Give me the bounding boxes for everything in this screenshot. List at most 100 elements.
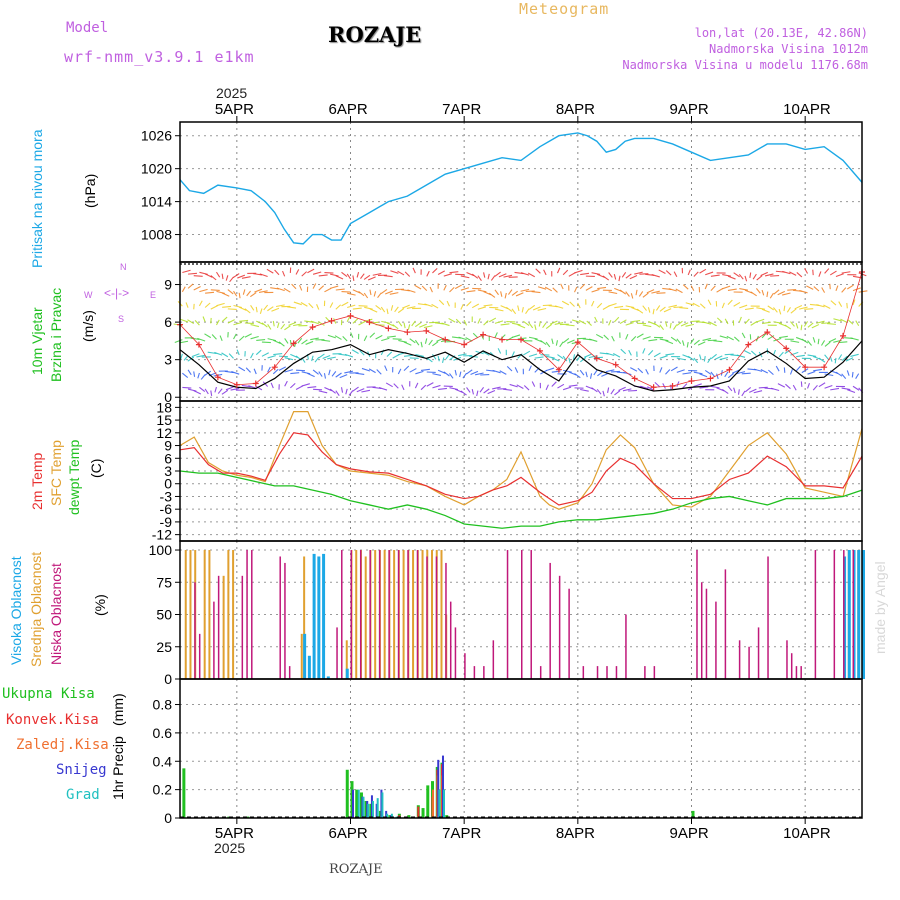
wind-barb	[824, 385, 833, 389]
wind-barb	[554, 322, 564, 325]
y-tick-label: 15	[156, 412, 172, 428]
wind-barb	[668, 288, 677, 292]
wind-barb	[216, 302, 225, 307]
cloud-bar-mid	[402, 550, 405, 679]
wind-barb	[227, 289, 234, 295]
wind-barb	[244, 333, 252, 338]
cloud-bar-mid	[232, 550, 235, 679]
wind-barb	[432, 384, 441, 389]
wind-barb	[845, 357, 854, 362]
wind-barb	[665, 270, 672, 276]
wind-barb	[686, 341, 689, 348]
wind-barb	[488, 317, 497, 323]
wind-barb	[658, 269, 666, 275]
wind-barb	[225, 386, 234, 391]
y-tick-label: 9	[164, 438, 172, 454]
wind-barb	[756, 307, 766, 310]
cloud-bar-low	[378, 550, 381, 679]
wind-barb	[331, 371, 337, 377]
wind-barb	[487, 389, 496, 395]
wind-barb	[197, 372, 200, 379]
wind-barb	[760, 369, 769, 374]
wind-barb	[420, 384, 427, 391]
station-title: ROZAJE	[328, 22, 422, 47]
y-tick-label: 18	[156, 399, 172, 415]
wind-barb	[816, 320, 825, 324]
wind-barb	[786, 306, 791, 313]
wind-barb	[663, 308, 672, 313]
wind-barb	[517, 324, 526, 329]
wind-barb	[483, 304, 493, 307]
wind-barb	[629, 275, 638, 280]
wind-barb	[392, 324, 399, 330]
wind-barb	[458, 336, 467, 341]
gust-marker	[518, 336, 524, 343]
wind-barb	[584, 353, 592, 358]
wind-barb	[840, 318, 848, 324]
wind-barb	[687, 269, 691, 276]
wind-barb	[324, 386, 332, 392]
wind-barb	[653, 322, 661, 328]
wind-barb	[625, 273, 632, 279]
cloud-bar-high	[312, 553, 316, 679]
cloud-bar-low	[483, 666, 485, 679]
wind-barb	[238, 306, 247, 311]
wind-barb	[562, 269, 569, 276]
wind-barb	[288, 321, 297, 326]
wind-barb	[487, 273, 490, 280]
wind-barb	[755, 288, 761, 294]
wind-barb	[250, 336, 259, 340]
wind-barb	[351, 349, 359, 354]
wind-barb	[794, 304, 803, 310]
y-tick-label: 6	[164, 450, 172, 466]
wind-barb	[503, 274, 513, 278]
wind-barb	[785, 383, 791, 390]
wind-barb	[255, 385, 263, 391]
wind-barb	[196, 354, 206, 358]
wind-barb	[535, 268, 541, 274]
wind-barb	[415, 353, 424, 357]
wind-barb	[568, 357, 571, 364]
wind-barb	[301, 271, 308, 277]
wind-barb	[246, 290, 251, 297]
wind-barb	[642, 305, 647, 311]
wind-barb	[699, 386, 709, 389]
wind-barb	[227, 319, 235, 324]
cloud-bar-low	[814, 550, 817, 679]
wind-barb	[733, 336, 740, 342]
wind-barb	[311, 355, 314, 362]
wind-barb	[841, 373, 847, 379]
wind-barb	[795, 365, 801, 372]
wind-barb	[761, 332, 767, 339]
x-tick-label-bottom: 10APR	[783, 825, 831, 842]
wind-barb	[659, 324, 665, 330]
wind-barb	[636, 308, 644, 314]
wind-barb	[560, 283, 564, 290]
wind-barb	[181, 286, 186, 293]
cloud-bar-high	[345, 668, 349, 679]
wind-barb	[795, 322, 799, 329]
wind-barb	[509, 383, 518, 388]
cloud-bar-mid	[227, 550, 230, 679]
wind-barb	[296, 369, 306, 372]
cloud-bar-low	[445, 562, 447, 679]
wind-barb	[448, 317, 456, 323]
y-tick-label: 3	[164, 352, 172, 368]
wind-barb	[314, 356, 320, 363]
wind-barb	[719, 356, 729, 361]
wind-barb	[693, 357, 699, 364]
wind-barb	[796, 354, 805, 358]
y-tick-label: -3	[160, 488, 173, 504]
wind-barb	[690, 338, 695, 344]
wind-barb	[613, 316, 620, 323]
wind-barb	[625, 333, 629, 340]
wind-barb	[568, 272, 576, 277]
wind-barb	[833, 318, 842, 322]
wind-barb	[591, 387, 598, 393]
gust-marker	[423, 327, 430, 334]
wind-barb	[207, 351, 217, 355]
wind-barb	[460, 304, 464, 310]
wind-barb	[545, 384, 549, 391]
wind-barb	[716, 287, 724, 293]
y-tick-label: 0	[164, 671, 172, 687]
